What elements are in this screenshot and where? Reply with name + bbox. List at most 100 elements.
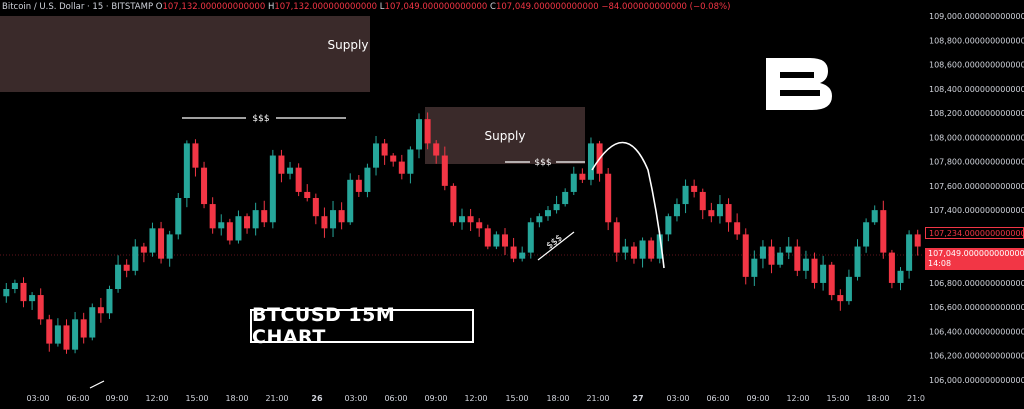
candle-body [467,216,474,223]
x-tick-label: 06:00 [384,394,407,403]
candle-body [639,240,646,259]
candle-body [29,295,36,302]
candle-body [777,252,784,265]
candle-body [579,173,586,180]
candle-body [828,264,835,296]
candle-body [888,252,895,283]
candle-body [330,210,337,229]
open-value: 107,132.000000000000 [162,2,266,12]
candle-body [768,246,775,265]
candle-body [390,155,397,162]
candle-body [648,240,655,259]
x-tick-label: 18:00 [225,394,248,403]
last-price-value: 107,049.000000000000 [928,249,1024,258]
x-tick-label: 09:00 [746,394,769,403]
chart-title-box: BTCUSD 15M CHART [250,304,474,348]
brand-logo [766,58,832,110]
candle-body [244,216,251,229]
candle-body [682,185,689,205]
candle-body [536,216,543,223]
candle-body [544,210,551,217]
candle-body [656,234,663,259]
candle-body [665,216,672,235]
close-label: C [490,2,496,12]
candle-body [820,264,827,283]
x-tick-label: 18:00 [866,394,889,403]
y-tick-label: 106,600.000000000000 [929,303,1024,312]
candle-body [527,222,534,253]
candle-body [37,295,44,320]
y-tick-label: 108,000.000000000000 [929,133,1024,142]
candle-body [278,155,285,174]
x-tick-label: 21:0 [907,394,925,403]
candle-body [673,204,680,217]
candle-body [80,319,87,338]
x-tick-label: 12:00 [145,394,168,403]
x-tick-label: 15:00 [185,394,208,403]
candle-body [381,143,388,156]
candle-body [587,143,594,180]
candle-body [158,228,165,259]
candle-body [97,307,104,314]
candle-body [295,167,302,192]
candle-body [183,143,190,198]
candle-body [716,204,723,217]
candle-body [433,143,440,156]
x-tick-label: 26 [311,394,323,403]
candle-body [501,234,508,247]
candle-body [192,143,199,168]
candle-body [458,216,466,223]
x-tick-label: 21:00 [265,394,288,403]
symbol-header: Bitcoin / U.S. Dollar · 15 · BITSTAMP O1… [2,2,730,12]
candle-body [794,246,801,271]
supply-zone-1 [0,16,370,92]
candle-body [880,210,887,253]
candle-body [226,222,233,241]
candle-body [493,234,500,247]
y-tick-label: 108,800.000000000000 [929,36,1024,45]
y-tick-label: 107,400.000000000000 [929,206,1024,215]
candle-body [837,295,844,302]
candle-body [622,246,629,253]
y-tick-label: 108,400.000000000000 [929,85,1024,94]
supply-label-1: Supply [328,38,369,52]
line-price-tag: 107,234.000000000000 [925,227,1024,239]
candle-body [613,222,620,253]
candle-body [72,319,79,350]
candle-body [897,270,904,283]
candle-body [398,161,405,174]
y-tick-label: 107,600.000000000000 [929,182,1024,191]
liquidity-label-1: $$$ [252,114,269,124]
candle-body [854,246,861,277]
candle-body [484,228,491,247]
liquidity-sweep-line [537,231,575,261]
candle-body [218,222,225,229]
low-label: L [379,2,385,12]
y-tick-label: 107,800.000000000000 [929,158,1024,167]
candle-body [708,210,715,217]
candle-body [407,149,414,174]
candle-body [553,204,560,211]
candle-body [416,119,423,150]
candle-body [338,210,345,223]
candle-body [46,319,53,344]
candle-body [355,179,362,192]
y-tick-label: 106,800.000000000000 [929,279,1024,288]
candle-body [106,289,113,314]
candle-body [321,216,328,229]
candle-body [734,222,741,235]
last-price-tag: 107,049.000000000000 14:08 [925,248,1024,270]
candle-body [914,234,921,247]
candle-body [871,210,878,223]
candle-body [287,167,294,174]
candle-body [149,228,156,253]
x-tick-label: 03:00 [26,394,49,403]
candle-body [364,167,371,192]
x-tick-label: 09:00 [105,394,128,403]
liquidity-label-3: $$$ [545,233,565,251]
x-tick-label: 12:00 [786,394,809,403]
x-tick-label: 06:00 [706,394,729,403]
supply-label-2: Supply [485,129,526,143]
